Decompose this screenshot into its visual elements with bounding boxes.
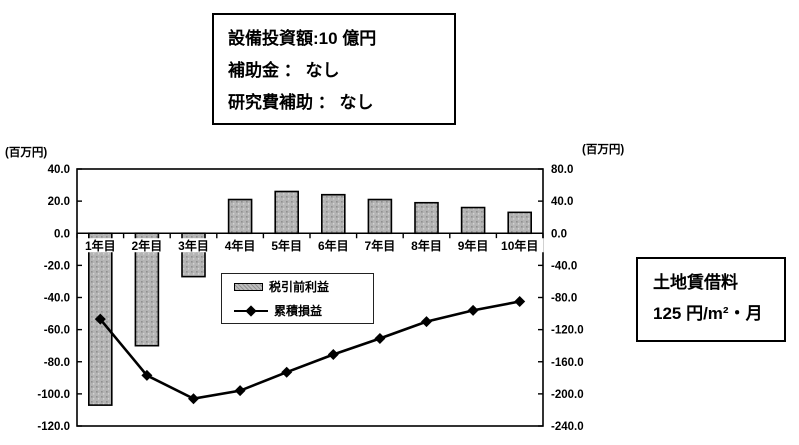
x-category-label: 2年目 bbox=[132, 238, 163, 253]
left-axis-tick-label: -60.0 bbox=[44, 325, 70, 337]
right-axis-tick-label: -120.0 bbox=[551, 325, 584, 337]
left-axis-tick-label: -120.0 bbox=[37, 421, 70, 433]
right-axis: 80.0 40.0 0.0 -40.0 -80.0 -120.0 -160.0 -200.0 -… bbox=[538, 164, 584, 433]
bar-series bbox=[88, 190, 533, 406]
line-marker-year-7 bbox=[374, 332, 386, 344]
right-axis-tick-label: -40.0 bbox=[551, 260, 577, 272]
x-category-label-bg bbox=[221, 238, 259, 253]
line-marker-year-4 bbox=[234, 385, 246, 397]
x-category-label-bg bbox=[268, 238, 306, 253]
right-axis-tick-label: -240.0 bbox=[551, 421, 584, 433]
left-axis-tick-label: 40.0 bbox=[48, 164, 70, 176]
line-marker-year-5 bbox=[281, 366, 293, 378]
line-marker-year-6 bbox=[327, 349, 339, 361]
bar-year-8 bbox=[414, 201, 439, 235]
x-category-label: 8年目 bbox=[411, 238, 442, 253]
chart-legend: 税引前利益 累積損益 bbox=[221, 273, 374, 324]
x-category-label-bg bbox=[408, 238, 445, 253]
right-axis-tick-label: -200.0 bbox=[551, 389, 584, 401]
investment-amount-text: 設備投資額:10 億円 bbox=[228, 29, 377, 48]
x-category-label-bg bbox=[128, 238, 166, 253]
right-axis-tick-label: 40.0 bbox=[551, 196, 573, 208]
left-axis-tick-label: -80.0 bbox=[44, 357, 70, 369]
bar-year-5 bbox=[274, 190, 300, 235]
line-marker-year-1 bbox=[94, 313, 106, 325]
land-rent-value: 125 円/m²・月 bbox=[653, 304, 763, 323]
left-axis-tick-label: 0.0 bbox=[54, 228, 70, 240]
x-category-label: 6年目 bbox=[318, 238, 349, 253]
line-marker-year-10 bbox=[514, 296, 526, 308]
land-rent-box: 土地賃借料 125 円/m²・月 bbox=[636, 257, 786, 342]
cumulative-line-markers bbox=[94, 296, 526, 405]
x-category-label: 3年目 bbox=[178, 238, 209, 253]
x-category-label-bg bbox=[81, 238, 119, 253]
right-axis-tick-label: -80.0 bbox=[551, 293, 577, 305]
legend-label-pretax-profit: 税引前利益 bbox=[269, 280, 330, 294]
right-axis-unit-label: (百万円) bbox=[582, 143, 624, 156]
bar-year-7 bbox=[367, 198, 393, 235]
x-category-label: 5年目 bbox=[271, 238, 302, 253]
bar-year-6 bbox=[320, 193, 346, 235]
right-axis-tick-label: 80.0 bbox=[551, 164, 573, 176]
x-category-label: 1年目 bbox=[85, 238, 116, 253]
bar-series-swatch-icon bbox=[234, 282, 263, 291]
x-category-label-bg bbox=[175, 238, 212, 253]
x-category-label: 10年目 bbox=[501, 238, 538, 253]
line-series-swatch-icon bbox=[234, 304, 268, 317]
line-marker-year-9 bbox=[467, 304, 479, 316]
left-axis-tick-label: -40.0 bbox=[44, 293, 70, 305]
bar-year-10 bbox=[507, 211, 533, 235]
line-marker-year-8 bbox=[421, 316, 432, 328]
legend-label-cumulative: 累積損益 bbox=[274, 304, 323, 318]
bar-year-9 bbox=[460, 206, 486, 235]
left-axis: 40.0 20.0 0.0 -20.0 -40.0 -60.0 -80.0 -100.0 -12… bbox=[37, 164, 82, 433]
left-axis-tick-label: -100.0 bbox=[37, 389, 70, 401]
diamond-marker-icon bbox=[245, 304, 257, 317]
left-axis-tick-label: 20.0 bbox=[48, 196, 70, 208]
x-category-labels: 1年目 2年目 3年目 4年目 5年目 6年目 7年目 8年目 9年目 10年目 bbox=[81, 238, 544, 253]
legend-entry-cumulative: 累積損益 bbox=[234, 302, 373, 319]
line-marker-year-2 bbox=[141, 369, 153, 381]
cumulative-line bbox=[99, 300, 520, 401]
category-axis-ticks bbox=[76, 233, 544, 239]
x-category-label: 9年目 bbox=[458, 238, 489, 253]
bar-year-4 bbox=[227, 198, 253, 235]
x-category-label-bg bbox=[314, 238, 352, 253]
right-axis-tick-label: 0.0 bbox=[551, 228, 567, 240]
research-subsidy-text: 研究費補助 ： なし bbox=[228, 93, 374, 112]
land-rent-title: 土地賃借料 bbox=[653, 273, 738, 292]
x-category-label-bg bbox=[454, 238, 492, 253]
left-axis-tick-label: -20.0 bbox=[44, 260, 70, 272]
investment-info-box: 設備投資額:10 億円 補助金 ： なし 研究費補助 ： なし bbox=[212, 13, 456, 125]
subsidy-text: 補助金 ： なし bbox=[228, 61, 340, 80]
x-category-label: 7年目 bbox=[365, 238, 396, 253]
x-category-label-bg bbox=[361, 238, 399, 253]
x-category-label-bg bbox=[495, 238, 544, 253]
line-marker-year-3 bbox=[188, 393, 199, 405]
legend-entry-pretax-profit: 税引前利益 bbox=[234, 278, 373, 295]
x-category-label: 4年目 bbox=[225, 238, 256, 253]
right-axis-tick-label: -160.0 bbox=[551, 357, 584, 369]
left-axis-unit-label: (百万円) bbox=[5, 146, 47, 159]
